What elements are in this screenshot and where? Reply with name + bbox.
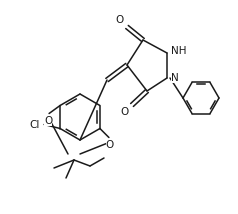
Text: Cl: Cl (30, 119, 40, 129)
Text: O: O (44, 116, 52, 125)
Text: O: O (106, 140, 114, 150)
Text: O: O (121, 107, 129, 117)
Text: O: O (116, 15, 124, 25)
Text: N: N (171, 73, 179, 83)
Text: NH: NH (171, 46, 187, 56)
